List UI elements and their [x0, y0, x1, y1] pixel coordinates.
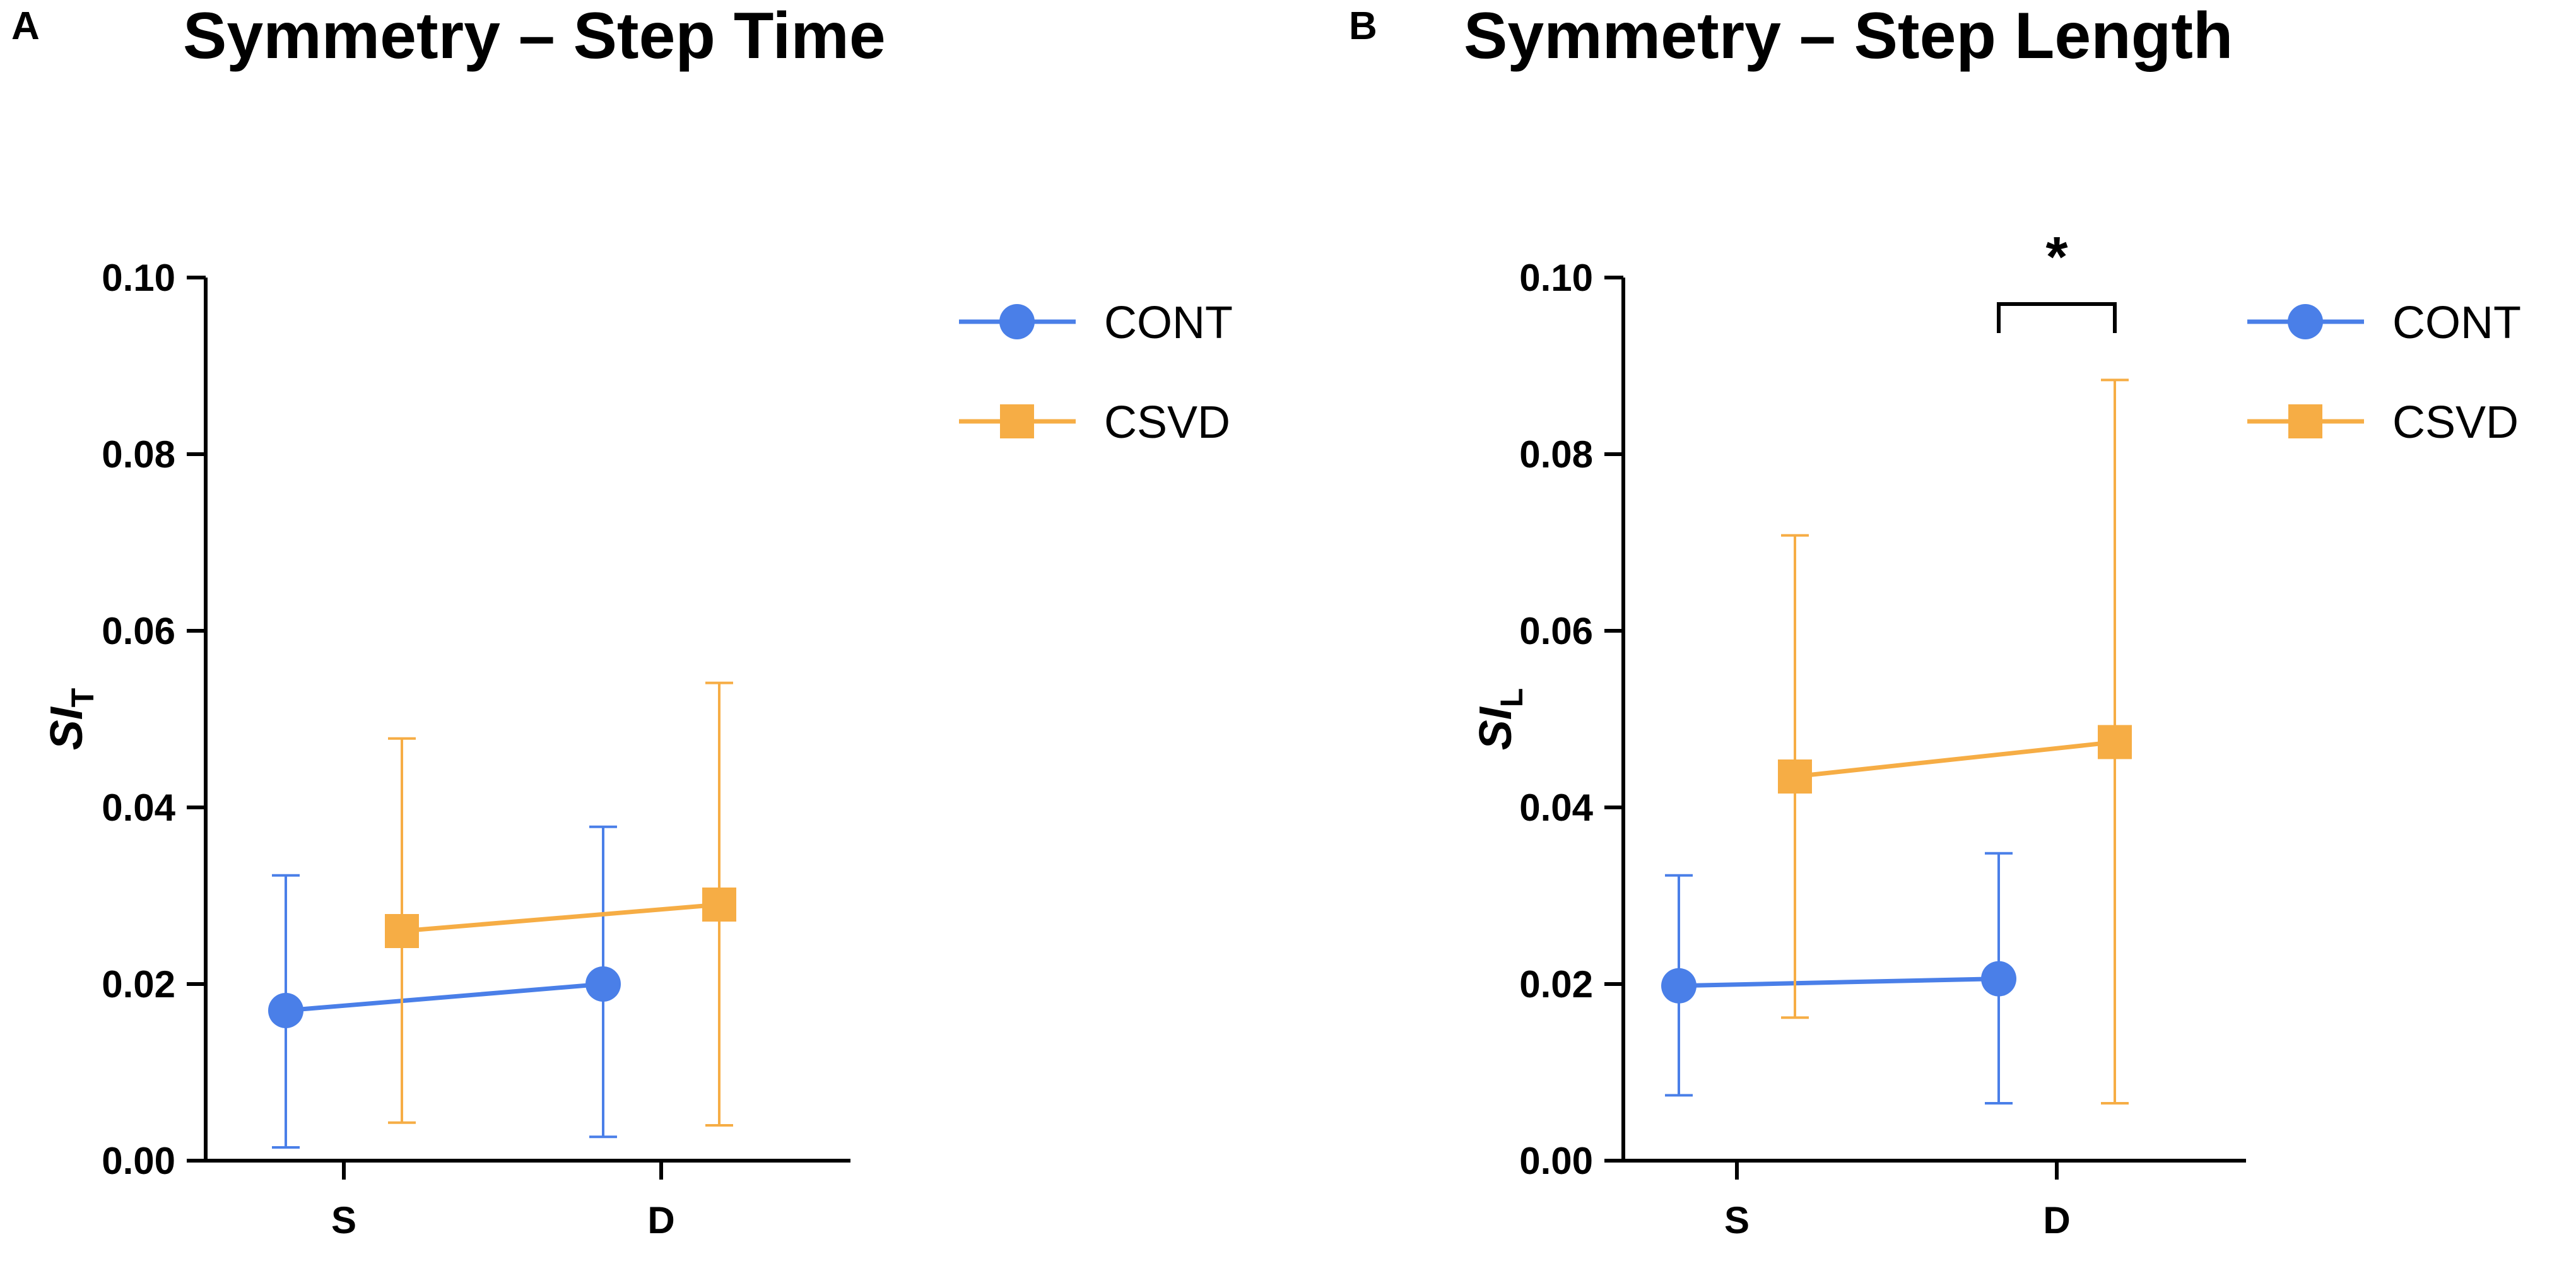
data-point-square	[385, 914, 419, 948]
chart-title: Symmetry – Step Length	[1464, 0, 2233, 73]
series-cont	[1661, 852, 2016, 1105]
series-line	[401, 902, 720, 934]
series-csvd	[1778, 378, 2132, 1105]
panel-letter: A	[11, 4, 40, 48]
y-axis-label-subscript: L	[1494, 688, 1529, 708]
y-tick-label: 0.10	[1519, 257, 1593, 299]
y-axis-label: SIT	[42, 688, 100, 751]
y-axis-label: SIL	[1471, 688, 1529, 751]
y-tick-label: 0.10	[102, 257, 175, 299]
data-point-square	[2098, 725, 2132, 759]
series-line	[1678, 976, 1999, 988]
legend-label-cont: CONT	[1104, 298, 1233, 348]
panel-letter: B	[1349, 4, 1377, 48]
x-tick-label: S	[1724, 1199, 1750, 1241]
legend-label-csvd: CSVD	[2392, 397, 2519, 448]
series-line	[1794, 739, 2115, 779]
legend-label-cont: CONT	[2392, 298, 2521, 348]
x-tick-label: S	[331, 1199, 356, 1241]
panel-a: A Symmetry – Step Time 0.00 0.02 0.04 0.06 0.0…	[11, 0, 1233, 1241]
data-point-circle	[585, 966, 621, 1002]
y-tick-label: 0.00	[102, 1140, 175, 1182]
data-point-square	[1778, 759, 1812, 794]
y-tick-label: 0.02	[1519, 963, 1593, 1005]
y-tick-label: 0.06	[102, 610, 175, 652]
series-line	[285, 982, 604, 1013]
y-axis-label-main: SI	[1471, 706, 1521, 750]
y-tick-label: 0.04	[102, 787, 175, 829]
data-point-circle	[1981, 961, 2016, 997]
significance-bracket: *	[1997, 226, 2117, 333]
y-tick-label: 0.08	[102, 433, 175, 476]
legend-marker-circle	[2288, 304, 2323, 339]
panel-b: B Symmetry – Step Length 0.00 0.02 0.04 0.06 0…	[1349, 0, 2521, 1241]
y-tick-label: 0.08	[1519, 433, 1593, 476]
y-axis-label-main: SI	[42, 706, 92, 750]
legend-marker-square	[2288, 404, 2322, 438]
chart-title: Symmetry – Step Time	[183, 0, 886, 73]
series-csvd	[385, 681, 736, 1127]
y-tick-label: 0.00	[1519, 1140, 1593, 1182]
legend-label-csvd: CSVD	[1104, 397, 1230, 448]
x-tick-label: D	[647, 1199, 674, 1241]
data-point-circle	[268, 993, 303, 1028]
x-tick-label: D	[2043, 1199, 2070, 1241]
significance-star: *	[2045, 226, 2067, 289]
legend-marker-circle	[999, 304, 1035, 339]
legend: CONT CSVD	[2247, 298, 2521, 448]
legend: CONT CSVD	[959, 298, 1233, 448]
series-cont	[268, 825, 621, 1149]
legend-marker-square	[1000, 404, 1034, 438]
data-point-square	[702, 888, 736, 922]
y-tick-label: 0.04	[1519, 787, 1593, 829]
y-axis-label-subscript: T	[65, 688, 100, 708]
data-point-circle	[1661, 968, 1697, 1004]
y-tick-label: 0.02	[102, 963, 175, 1005]
bracket-line	[1997, 302, 2117, 333]
y-tick-label: 0.06	[1519, 610, 1593, 652]
